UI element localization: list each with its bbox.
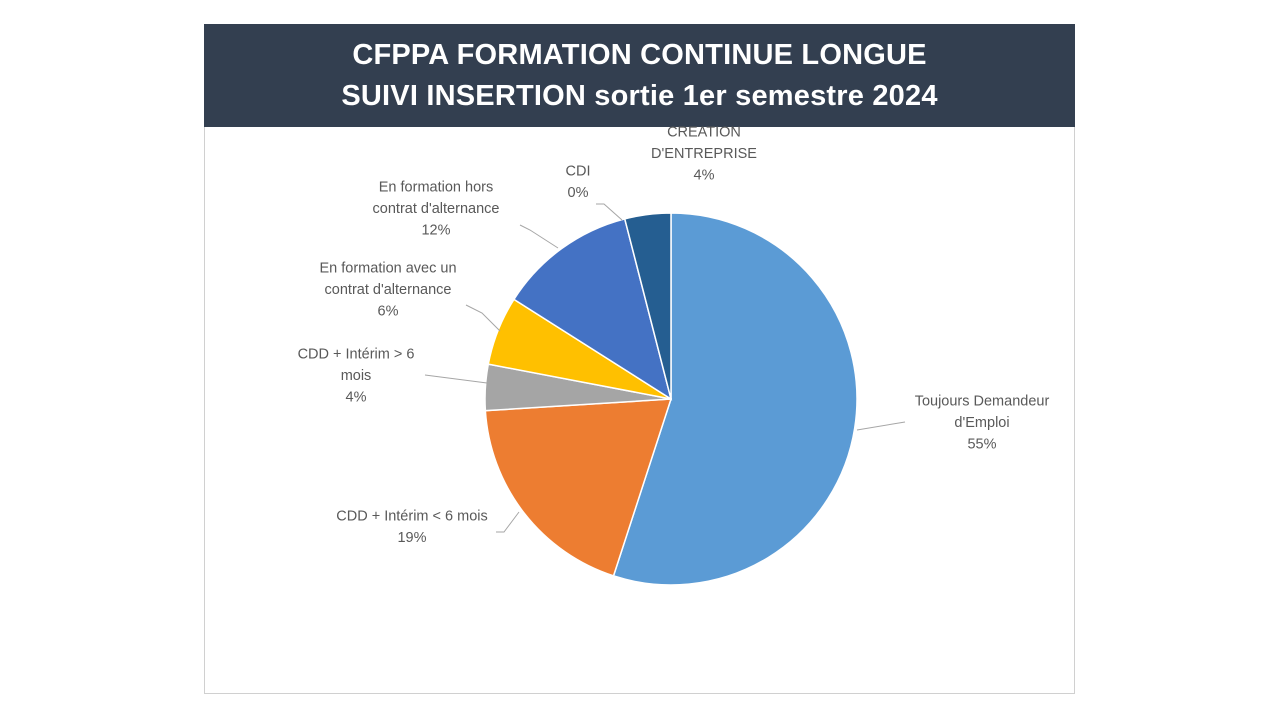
data-label: CDI 0% — [566, 163, 591, 201]
data-label: CDD + Intérim < 6 mois 19% — [336, 508, 488, 546]
data-label-percent: 19% — [397, 530, 426, 546]
data-label-percent: 55% — [967, 437, 996, 453]
data-label-text: mois — [341, 368, 372, 384]
data-label-text: CDD + Intérim < 6 mois — [336, 508, 488, 524]
data-label-percent: 0% — [568, 185, 589, 201]
leader-line — [519, 224, 559, 249]
data-label: CDD + Intérim > 6 mois 4% — [298, 347, 415, 406]
data-label-text: CDD + Intérim > 6 — [298, 347, 415, 363]
leader-line — [465, 304, 501, 332]
leader-line — [856, 421, 906, 431]
pie-slice — [623, 212, 672, 400]
pie-slices — [484, 212, 858, 586]
data-label-percent: 12% — [421, 223, 450, 239]
data-label-percent: 6% — [378, 304, 399, 320]
leader-lines — [424, 203, 906, 533]
pie-slice — [612, 212, 858, 586]
leader-line — [596, 203, 623, 221]
title-line-1: CFPPA FORMATION CONTINUE LONGUE — [352, 38, 927, 71]
pie-slice — [512, 217, 673, 401]
data-label-percent: 4% — [694, 168, 715, 184]
data-label: En formation avec un contrat d'alternance… — [319, 261, 456, 320]
chart-title-banner: CFPPA FORMATION CONTINUE LONGUE SUIVI IN… — [204, 24, 1075, 127]
data-label: CREATION D'ENTREPRISE 4% — [651, 125, 757, 184]
pie-slice — [484, 398, 673, 577]
data-label: Toujours Demandeur d'Emploi 55% — [915, 394, 1050, 453]
data-labels: Toujours Demandeur d'Emploi 55% CDD + Intér… — [298, 125, 1050, 546]
leader-line — [496, 511, 520, 533]
data-label-percent: 4% — [346, 390, 367, 406]
data-label-text: contrat d'alternance — [373, 201, 500, 217]
data-label-text: En formation hors — [379, 180, 493, 196]
data-label-text: contrat d'alternance — [325, 282, 452, 298]
data-label-text: Toujours Demandeur — [915, 394, 1050, 410]
data-label: En formation hors contrat d'alternance 12% — [373, 180, 500, 239]
data-label-text: D'ENTREPRISE — [651, 146, 757, 162]
title-line-2: SUIVI INSERTION sortie 1er semestre 2024 — [341, 79, 938, 112]
data-label-text: d'Emploi — [954, 415, 1009, 431]
data-label-text: En formation avec un — [319, 261, 456, 277]
data-label-text: CREATION — [667, 125, 741, 141]
data-label-text: CDI — [566, 163, 591, 179]
leader-line — [424, 374, 488, 384]
